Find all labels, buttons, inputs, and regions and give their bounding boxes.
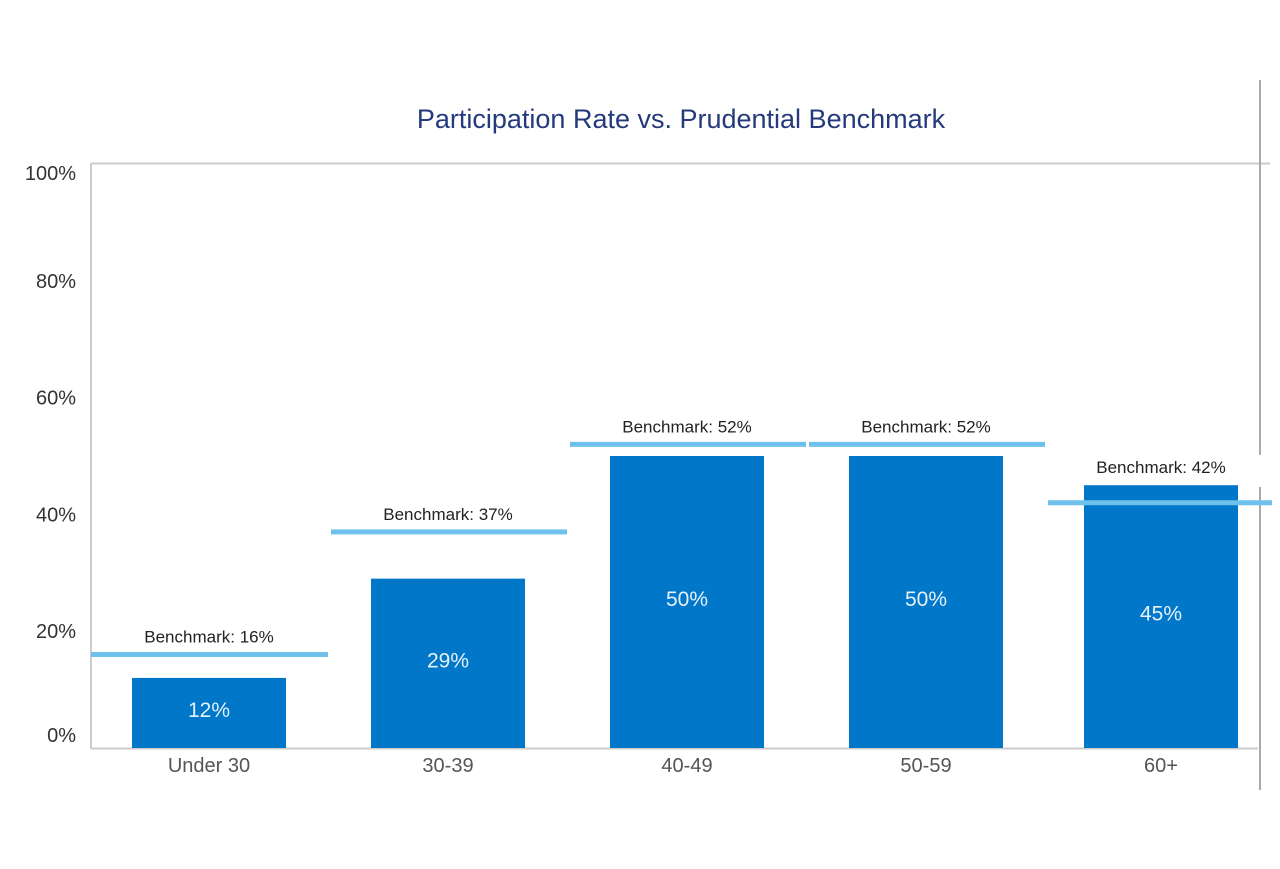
y-tick-label: 60% xyxy=(36,388,76,410)
chart-title: Participation Rate vs. Prudential Benchm… xyxy=(417,104,946,134)
x-tick-label: 40-49 xyxy=(661,755,712,777)
x-tick-label: 60+ xyxy=(1144,755,1178,777)
bar xyxy=(132,677,286,748)
bar xyxy=(849,456,1003,748)
bar xyxy=(371,578,525,748)
benchmark-label: Benchmark: 16% xyxy=(144,628,273,647)
x-tick-label: 30-39 xyxy=(422,755,473,777)
benchmark-label: Benchmark: 52% xyxy=(622,417,751,436)
bar-value-label: 29% xyxy=(427,649,469,672)
benchmark-label: Benchmark: 42% xyxy=(1096,458,1225,477)
benchmark-label: Benchmark: 52% xyxy=(861,417,990,436)
y-tick-label: 0% xyxy=(47,725,76,747)
bar-value-label: 12% xyxy=(188,699,230,722)
bar-value-label: 45% xyxy=(1140,603,1182,626)
y-tick-label: 40% xyxy=(36,504,76,526)
y-tick-label: 100% xyxy=(25,163,76,185)
benchmark-label: Benchmark: 37% xyxy=(383,505,512,524)
bar xyxy=(610,456,764,748)
x-tick-label: 50-59 xyxy=(900,755,951,777)
bar-value-label: 50% xyxy=(905,588,947,611)
bar xyxy=(1084,485,1238,748)
x-tick-label: Under 30 xyxy=(168,755,250,777)
y-tick-label: 80% xyxy=(36,271,76,293)
y-tick-label: 20% xyxy=(36,621,76,643)
bar-value-label: 50% xyxy=(666,588,708,611)
